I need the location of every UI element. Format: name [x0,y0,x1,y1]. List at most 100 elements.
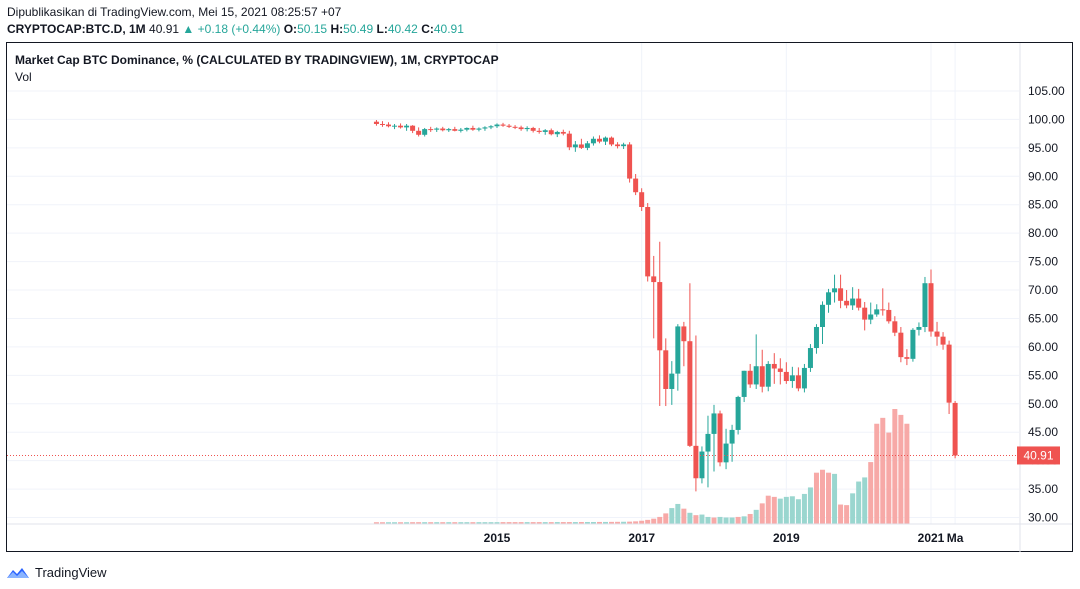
x-tick-label: 2017 [628,531,655,545]
candle-body [596,138,602,142]
volume-bar [398,522,404,524]
volume-bar [651,518,657,524]
volume-bar [512,522,518,524]
candle [590,136,596,146]
candle-body [416,130,422,135]
volume-bar [373,522,379,524]
y-tick-label: 60.00 [1028,340,1058,354]
volume-bar [892,409,898,524]
volume-bar [904,423,910,524]
volume-bar [862,477,868,524]
chart-title: Market Cap BTC Dominance, % (CALCULATED … [15,53,499,67]
candle [536,127,542,134]
candle-body [590,138,596,144]
close-label: C: [421,22,434,36]
volume-bar [428,522,434,524]
volume-bar [717,516,723,524]
open-value: 50.15 [297,22,328,36]
x-tick-label: Ma [947,531,964,545]
candle [578,138,584,150]
volume-bar [705,516,711,524]
time-axis[interactable]: 2015 2017 2019 2021 Ma [7,523,1072,545]
volume-bar [759,503,765,524]
candle [838,274,844,309]
candle-body [434,128,440,130]
candle [392,123,398,130]
volume-bar [663,513,669,524]
candle-body [524,127,530,130]
candle [446,127,452,132]
volume-bar [572,522,578,524]
candle-body [422,129,428,135]
candle [699,446,705,484]
volume-bar [765,495,771,524]
y-tick-label: 80.00 [1028,226,1058,240]
published-note: Dipublikasikan di TradingView.com, Mei 1… [7,5,342,19]
last-price: 40.91 [149,22,180,36]
candle [542,129,548,135]
volume-bar [584,521,590,524]
candle [916,322,922,336]
candle-body [856,298,862,308]
candle [759,349,765,393]
volume-bar [488,522,494,524]
footer-brand[interactable]: TradingView [35,564,107,580]
volume-bar [392,522,398,524]
candle-body [560,131,566,134]
candle-body [578,144,584,148]
candle [422,127,428,137]
candle [512,125,518,130]
volume-bar [440,522,446,524]
volume-bar [807,487,813,524]
volume-bar [747,513,753,524]
candle [820,301,825,345]
candle-body [874,309,880,315]
chart-frame[interactable] [6,42,1073,552]
volume-bar [379,522,385,524]
candle [850,287,856,310]
candle-body [476,128,482,130]
candle-body [458,129,464,131]
volume-bar [404,522,410,524]
candle [874,304,880,317]
volume-bars [373,409,910,524]
candle [729,424,735,462]
volume-bar [386,522,391,524]
volume-bar [506,522,512,524]
candle [566,130,572,151]
candle-body [645,207,651,277]
symbol-name[interactable]: CRYPTOCAP:BTC.D, 1M [7,22,146,36]
candle-body [789,375,795,382]
candle [633,174,639,196]
candle [904,349,910,366]
candle-body [723,443,729,463]
candle [470,125,476,131]
candle [476,127,482,132]
candle-body [446,129,452,131]
candle-body [651,276,657,283]
candle-body [675,326,681,374]
volume-bar [699,514,705,524]
volume-bar [548,522,554,524]
candle [645,203,651,282]
candle [560,129,566,136]
candle-body [488,126,494,128]
high-label: H: [330,22,344,36]
volume-bar [609,521,615,524]
candle [386,122,391,128]
candle [801,363,807,393]
candle-body [801,367,807,389]
candle-body [753,366,759,385]
volume-bar [711,517,717,524]
volume-bar [832,473,838,524]
candle [398,123,404,129]
volume-bar [524,522,530,524]
candle-body [940,336,946,345]
candle [404,123,410,131]
candle [868,302,874,325]
candle-body [771,363,777,369]
candle-body [777,368,783,372]
candle [669,361,675,405]
price-axis[interactable]: 105.00 100.00 95.00 90.00 85.00 80.00 75.00 70.… [1019,43,1065,552]
